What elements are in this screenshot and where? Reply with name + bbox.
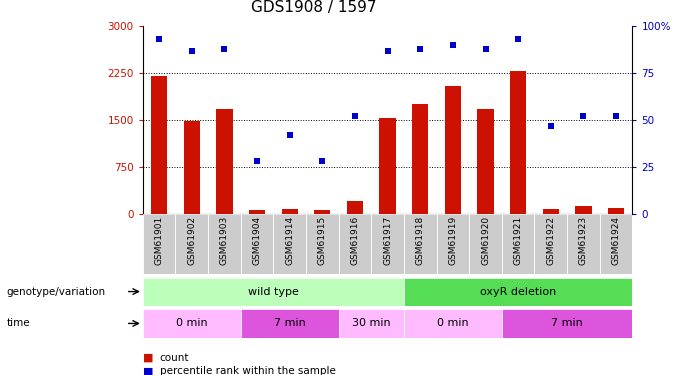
Bar: [306, 214, 339, 274]
Bar: [379, 118, 396, 214]
Text: genotype/variation: genotype/variation: [7, 286, 106, 297]
Bar: [371, 214, 404, 274]
Bar: [314, 210, 330, 214]
Point: [578, 113, 589, 119]
Bar: [600, 214, 632, 274]
Point: [317, 158, 328, 164]
Bar: [143, 214, 175, 274]
Text: GSM61915: GSM61915: [318, 216, 327, 265]
Text: time: time: [7, 318, 31, 328]
Point: [545, 123, 556, 129]
Bar: [282, 209, 298, 214]
Text: GSM61917: GSM61917: [383, 216, 392, 265]
Text: GSM61919: GSM61919: [448, 216, 458, 265]
Point: [154, 36, 165, 42]
Bar: [241, 309, 339, 338]
Text: ■: ■: [143, 366, 153, 375]
Bar: [339, 309, 404, 338]
Text: 0 min: 0 min: [437, 318, 469, 328]
Bar: [143, 309, 241, 338]
Bar: [404, 214, 437, 274]
Text: GSM61918: GSM61918: [415, 216, 425, 265]
Bar: [273, 214, 306, 274]
Text: GSM61921: GSM61921: [513, 216, 523, 265]
Text: GSM61916: GSM61916: [350, 216, 360, 265]
Text: GSM61914: GSM61914: [285, 216, 294, 265]
Point: [447, 42, 458, 48]
Text: 7 min: 7 min: [551, 318, 583, 328]
Bar: [608, 207, 624, 214]
Point: [284, 132, 295, 138]
Bar: [502, 214, 534, 274]
Text: GSM61924: GSM61924: [611, 216, 621, 264]
Bar: [445, 86, 461, 214]
Bar: [575, 206, 592, 214]
Bar: [543, 209, 559, 214]
Text: GDS1908 / 1597: GDS1908 / 1597: [252, 0, 377, 15]
Point: [415, 46, 426, 52]
Bar: [184, 121, 200, 214]
Text: percentile rank within the sample: percentile rank within the sample: [160, 366, 336, 375]
Bar: [404, 309, 502, 338]
Text: oxyR deletion: oxyR deletion: [480, 286, 556, 297]
Bar: [534, 214, 567, 274]
Text: 0 min: 0 min: [176, 318, 207, 328]
Text: GSM61920: GSM61920: [481, 216, 490, 265]
Point: [186, 48, 197, 54]
Point: [252, 158, 262, 164]
Text: count: count: [160, 353, 189, 363]
Bar: [404, 278, 632, 306]
Text: 7 min: 7 min: [274, 318, 305, 328]
Text: wild type: wild type: [248, 286, 299, 297]
Text: 30 min: 30 min: [352, 318, 390, 328]
Bar: [437, 214, 469, 274]
Bar: [477, 110, 494, 214]
Text: GSM61923: GSM61923: [579, 216, 588, 265]
Text: GSM61901: GSM61901: [154, 216, 164, 265]
Text: GSM61903: GSM61903: [220, 216, 229, 265]
Bar: [208, 214, 241, 274]
Bar: [175, 214, 208, 274]
Point: [513, 36, 524, 42]
Bar: [143, 278, 404, 306]
Bar: [567, 214, 600, 274]
Point: [350, 113, 360, 119]
Bar: [151, 76, 167, 214]
Bar: [502, 309, 632, 338]
Bar: [347, 201, 363, 214]
Point: [219, 46, 230, 52]
Bar: [510, 71, 526, 214]
Bar: [469, 214, 502, 274]
Bar: [339, 214, 371, 274]
Point: [382, 48, 393, 54]
Text: ■: ■: [143, 353, 153, 363]
Text: GSM61902: GSM61902: [187, 216, 197, 265]
Bar: [412, 104, 428, 214]
Point: [611, 113, 622, 119]
Bar: [249, 210, 265, 214]
Bar: [241, 214, 273, 274]
Text: GSM61904: GSM61904: [252, 216, 262, 265]
Point: [480, 46, 491, 52]
Text: GSM61922: GSM61922: [546, 216, 556, 264]
Bar: [216, 110, 233, 214]
